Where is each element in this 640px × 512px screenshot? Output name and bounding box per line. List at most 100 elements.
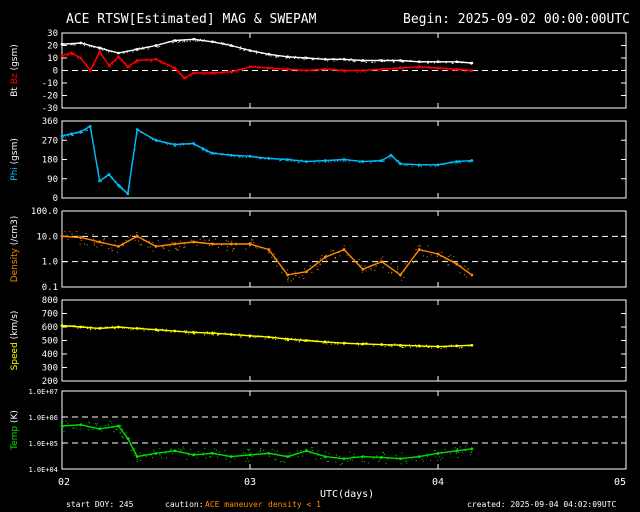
scatter-dot-bt: [88, 44, 90, 46]
scatter-dot-density: [199, 238, 201, 240]
scatter-dot-bz: [315, 70, 317, 72]
scatter-dot-temp: [260, 447, 262, 449]
data-point-temp: [323, 455, 327, 458]
scatter-dot-temp: [150, 454, 152, 456]
scatter-dot-density: [282, 269, 284, 271]
scatter-dot-phi: [333, 160, 335, 162]
scatter-dot-speed: [148, 329, 150, 331]
scatter-dot-density: [330, 250, 332, 252]
scatter-dot-phi: [256, 157, 258, 159]
scatter-dot-temp: [402, 458, 404, 460]
scatter-dot-bt: [445, 62, 447, 64]
y-axis-label-part: Phi: [10, 167, 20, 181]
scatter-dot-density: [179, 240, 181, 242]
scatter-dot-density: [208, 240, 210, 242]
scatter-dot-speed: [459, 345, 461, 347]
scatter-dot-phi: [136, 132, 138, 134]
scatter-dot-bt: [348, 60, 350, 62]
scatter-dot-phi: [271, 157, 273, 159]
scatter-dot-bz: [421, 67, 423, 69]
y-tick-label: 400: [42, 350, 58, 360]
scatter-dot-phi: [374, 159, 376, 161]
scatter-dot-bt: [255, 53, 257, 55]
scatter-dot-phi: [86, 129, 88, 131]
scatter-dot-temp: [326, 461, 328, 463]
scatter-dot-speed: [64, 325, 66, 327]
scatter-dot-temp: [456, 448, 458, 450]
scatter-dot-speed: [143, 330, 145, 332]
scatter-dot-speed: [102, 327, 104, 329]
scatter-dot-speed: [65, 324, 67, 326]
data-point-density: [342, 248, 346, 251]
scatter-dot-density: [311, 271, 313, 273]
scatter-dot-bz: [241, 69, 243, 71]
scatter-dot-temp: [382, 451, 384, 453]
scatter-dot-bt: [439, 61, 441, 63]
scatter-dot-bz: [378, 70, 380, 72]
scatter-dot-temp: [259, 451, 261, 453]
scatter-dot-temp: [160, 456, 162, 458]
scatter-dot-phi: [109, 174, 111, 176]
scatter-dot-bt: [393, 60, 395, 62]
scatter-dot-bt: [229, 44, 231, 46]
scatter-dot-bz: [66, 54, 68, 56]
scatter-dot-bz: [380, 69, 382, 71]
scatter-dot-phi: [384, 160, 386, 162]
scatter-dot-density: [334, 257, 336, 259]
scatter-dot-phi: [111, 177, 113, 179]
scatter-dot-bt: [276, 55, 278, 57]
scatter-dot-bt: [362, 60, 364, 62]
scatter-dot-density: [396, 271, 398, 273]
scatter-dot-bt: [302, 58, 304, 60]
scatter-dot-density: [125, 240, 127, 242]
scatter-dot-speed: [240, 336, 242, 338]
scatter-dot-density: [177, 249, 179, 251]
scatter-dot-phi: [80, 132, 82, 134]
scatter-dot-bt: [462, 61, 464, 63]
data-point-speed: [60, 324, 64, 328]
scatter-dot-density: [132, 235, 134, 237]
scatter-dot-speed: [233, 333, 235, 335]
scatter-dot-bt: [256, 52, 258, 54]
scatter-dot-speed: [130, 329, 132, 331]
y-tick-label: 800: [42, 296, 58, 306]
scatter-dot-bz: [108, 66, 110, 68]
scatter-dot-density: [338, 252, 340, 254]
scatter-dot-bz: [290, 70, 292, 72]
scatter-dot-phi: [443, 164, 445, 166]
scatter-dot-density: [227, 240, 229, 242]
data-point-bt: [417, 60, 421, 64]
scatter-dot-bt: [461, 62, 463, 64]
scatter-dot-speed: [275, 336, 277, 338]
scatter-dot-temp: [111, 422, 113, 424]
scatter-dot-bt: [471, 62, 473, 64]
scatter-dot-bz: [112, 61, 114, 63]
scatter-dot-temp: [275, 458, 277, 460]
scatter-dot-phi: [77, 132, 79, 134]
scatter-dot-temp: [368, 462, 370, 464]
scatter-dot-bt: [148, 47, 150, 49]
scatter-dot-density: [403, 270, 405, 272]
scatter-dot-speed: [185, 332, 187, 334]
scatter-dot-bt: [132, 49, 134, 51]
scatter-dot-temp: [378, 461, 380, 463]
scatter-dot-phi: [206, 149, 208, 151]
scatter-dot-bt: [410, 59, 412, 61]
y-tick-label: 1.0E+06: [28, 414, 58, 422]
scatter-dot-bt: [101, 47, 103, 49]
scatter-dot-phi: [179, 145, 181, 147]
scatter-dot-bz: [451, 70, 453, 72]
scatter-dot-phi: [395, 160, 397, 162]
scatter-dot-temp: [325, 457, 327, 459]
scatter-dot-phi: [460, 162, 462, 164]
scatter-dot-density: [157, 240, 159, 242]
scatter-dot-temp: [444, 449, 446, 451]
scatter-dot-phi: [379, 159, 381, 161]
scatter-dot-phi: [97, 169, 99, 171]
scatter-dot-phi: [365, 160, 367, 162]
scatter-dot-bz: [93, 63, 95, 65]
scatter-dot-temp: [242, 452, 244, 454]
scatter-dot-speed: [153, 328, 155, 330]
scatter-dot-bz: [315, 68, 317, 70]
